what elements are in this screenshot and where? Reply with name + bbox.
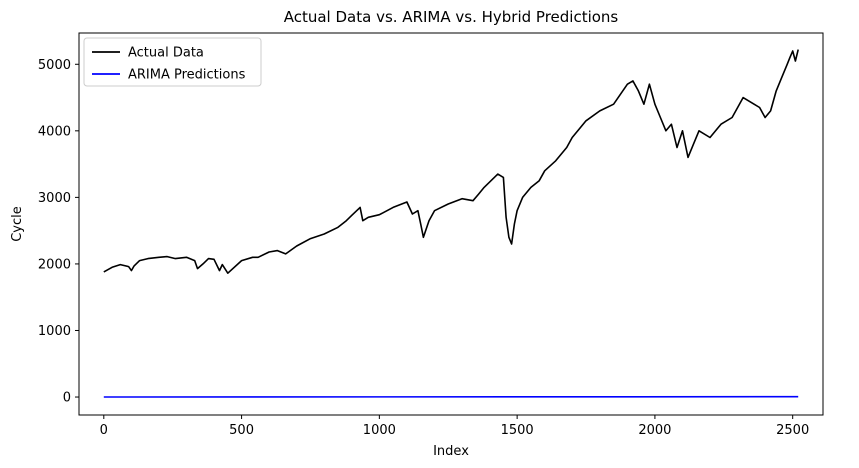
y-tick-label: 1000 <box>38 324 71 339</box>
series-line-actual-data <box>103 49 799 275</box>
x-axis-label: Index <box>433 444 469 459</box>
x-tick-label: 2500 <box>776 423 809 438</box>
legend: Actual Data ARIMA Predictions <box>83 37 262 87</box>
y-tick-label: 5000 <box>38 58 71 73</box>
legend-box <box>83 37 262 87</box>
x-tick-label: 0 <box>100 423 108 438</box>
y-tick-label: 2000 <box>38 257 71 272</box>
y-axis-label: Cycle <box>10 206 25 242</box>
chart-title: Actual Data vs. ARIMA vs. Hybrid Predict… <box>284 8 619 26</box>
plot-frame <box>78 32 824 416</box>
x-tick-label: 1500 <box>501 423 534 438</box>
legend-label: ARIMA Predictions <box>128 68 246 83</box>
series-layer <box>103 49 799 398</box>
y-tick-label: 0 <box>63 391 71 406</box>
x-tick-label: 2000 <box>638 423 671 438</box>
y-tick-label: 4000 <box>38 124 71 139</box>
x-axis: 0 500 1000 1500 2000 2500 <box>100 415 809 438</box>
x-tick-label: 1000 <box>363 423 396 438</box>
y-axis: 0 1000 2000 3000 4000 5000 <box>38 58 79 406</box>
legend-label: Actual Data <box>128 46 204 61</box>
x-tick-label: 500 <box>229 423 254 438</box>
y-tick-label: 3000 <box>38 191 71 206</box>
